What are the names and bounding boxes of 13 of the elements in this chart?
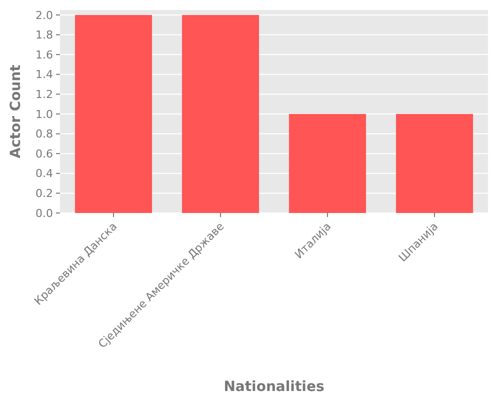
y-tick-label: 0.0 xyxy=(36,206,53,220)
y-tick-label: 0.4 xyxy=(36,167,53,180)
y-tick-label: 0.8 xyxy=(36,128,53,141)
y-tick-label: 1.4 xyxy=(36,68,53,82)
y-tick-label: 1.6 xyxy=(36,48,53,62)
y-tick-label: 2.0 xyxy=(36,8,53,22)
y-tick-label: 1.8 xyxy=(36,28,53,42)
y-tick-label: 0.6 xyxy=(36,147,53,160)
y-tick-label: 0.2 xyxy=(36,187,53,200)
y-tick-label: 1.0 xyxy=(36,108,53,121)
x-axis-title: Nationalities xyxy=(224,379,324,395)
y-axis-title: Actor Count xyxy=(8,64,24,158)
y-tick-label: 1.2 xyxy=(36,88,53,102)
